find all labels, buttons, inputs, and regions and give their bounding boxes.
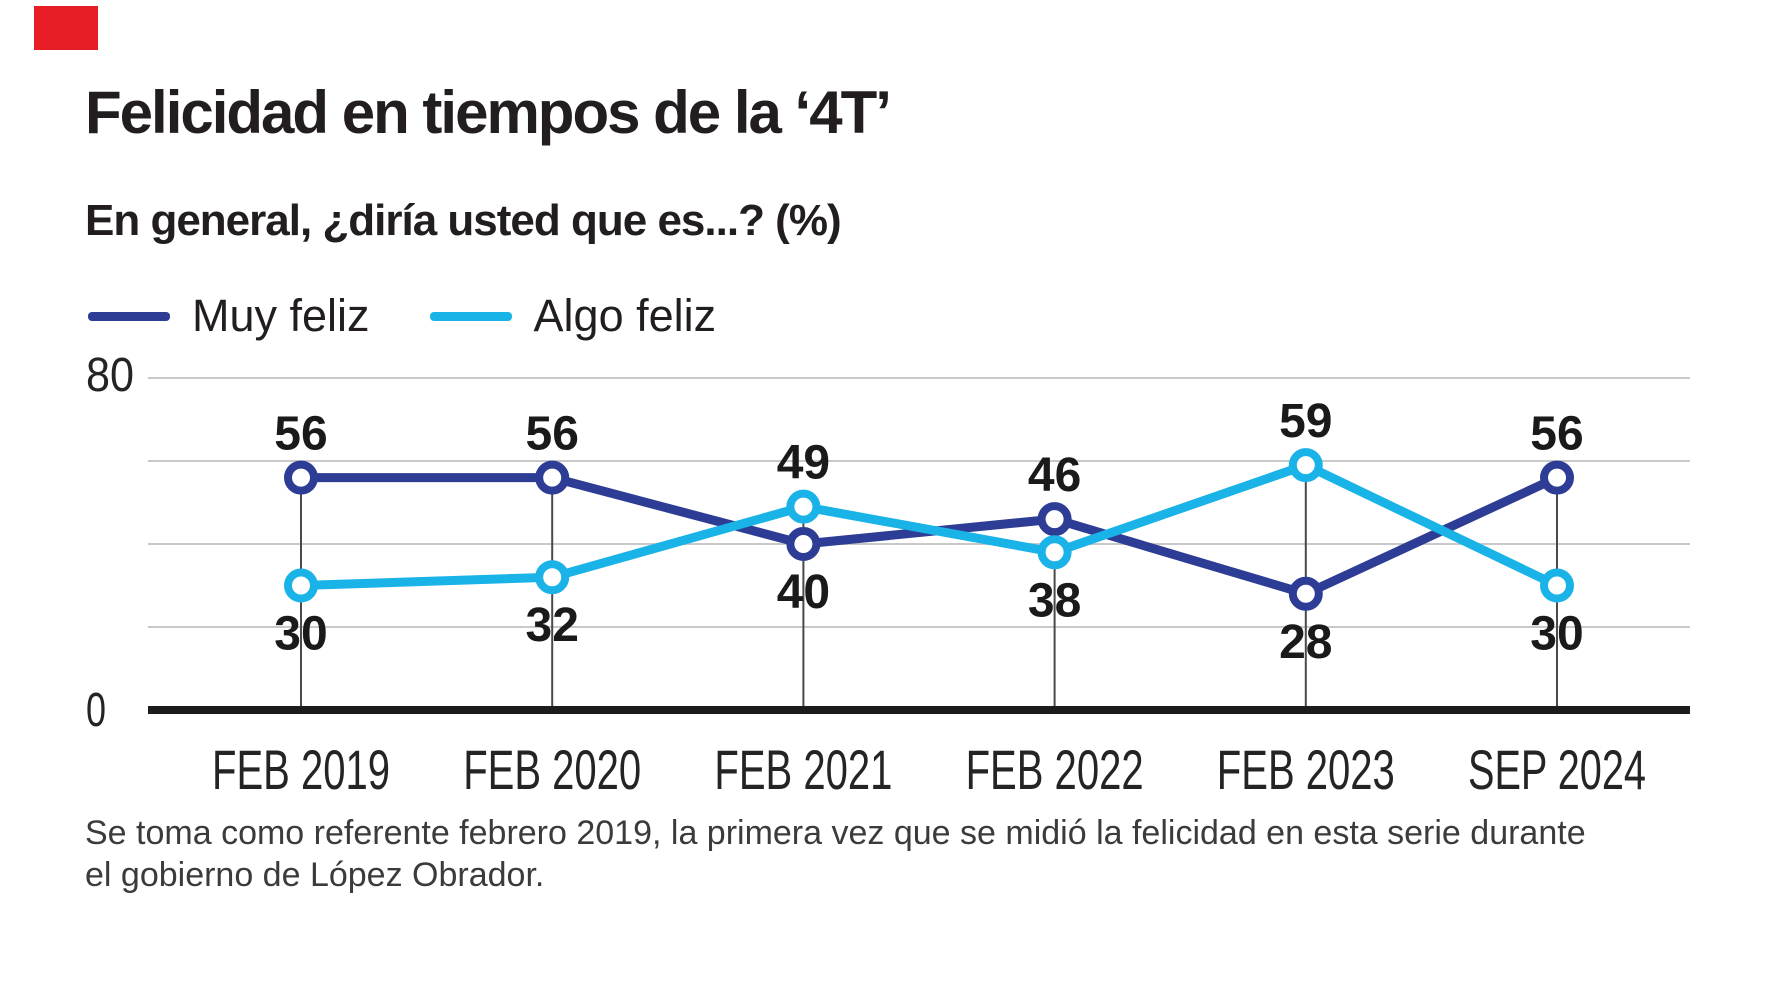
x-axis-label: FEB 2022 [966,738,1144,801]
footnote-line-2: el gobierno de López Obrador. [85,856,545,894]
footnote-line-1: Se toma como referente febrero 2019, la … [85,814,1586,852]
value-label: 56 [1530,408,1583,461]
x-axis-label: FEB 2019 [212,738,390,801]
x-axis-label: FEB 2020 [463,738,641,801]
data-point-marker-muy-feliz [786,527,821,561]
x-axis-label: SEP 2024 [1468,738,1646,801]
chart-title: Felicidad en tiempos de la ‘4T’ [85,79,892,146]
x-axis-line [148,706,1690,714]
value-label: 38 [1028,574,1081,627]
data-point-marker-muy-feliz [284,460,318,495]
value-label: 32 [526,599,579,652]
x-axis-label: FEB 2021 [714,738,892,801]
legend-item-muy-feliz: Muy feliz [88,290,370,342]
value-label: 30 [1530,608,1583,661]
y-axis-label-bottom: 0 [86,684,106,737]
legend-swatch-muy-feliz [88,311,170,321]
value-label: 40 [777,566,830,619]
data-point-marker-algo-feliz [535,560,570,595]
data-point-marker-algo-feliz [1540,568,1574,603]
data-point-marker-algo-feliz [1037,535,1072,570]
value-label: 56 [274,408,327,461]
value-label: 59 [1279,395,1332,448]
legend-item-algo-feliz: Algo feliz [429,290,717,342]
data-point-marker-algo-feliz [786,489,821,524]
legend-label-muy-feliz: Muy feliz [192,290,370,341]
data-point-marker-muy-feliz [1037,502,1072,537]
legend-swatch-algo-feliz [429,311,512,321]
series-line-algo-feliz [296,460,1562,590]
x-axis-label: FEB 2023 [1217,738,1395,801]
value-label: 56 [526,408,579,461]
legend-label-algo-feliz: Algo feliz [533,290,717,341]
data-point-marker-algo-feliz [1288,448,1323,483]
value-label: 49 [777,437,830,490]
value-label: 46 [1028,449,1081,502]
legend: Muy feliz Algo feliz [88,290,716,342]
value-label: 28 [1279,616,1332,669]
brand-mark [34,6,98,50]
data-point-marker-algo-feliz [284,568,318,603]
y-axis-label-top: 80 [86,349,134,402]
chart-subtitle: En general, ¿diría usted que es...? (%) [85,196,842,245]
footnote: Se toma como referente febrero 2019, la … [85,812,1586,896]
data-point-marker-muy-feliz [535,460,570,495]
data-point-marker-muy-feliz [1288,576,1323,611]
data-point-marker-muy-feliz [1540,460,1574,495]
value-label: 30 [274,608,327,661]
